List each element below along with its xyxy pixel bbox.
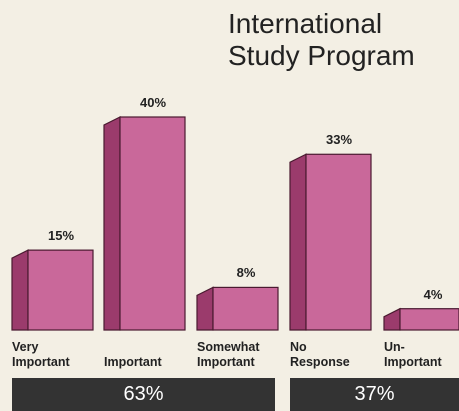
- bar: [27, 249, 94, 331]
- value-label: 4%: [423, 286, 443, 302]
- value-label: 15%: [47, 228, 75, 244]
- bar: [212, 286, 279, 331]
- bar-side: [11, 249, 29, 331]
- x-tick-label: No Response: [290, 340, 350, 369]
- chart-title: International Study Program: [228, 8, 415, 71]
- bar: [399, 308, 459, 331]
- value-label: 8%: [236, 265, 256, 281]
- bar-side: [196, 286, 214, 331]
- bar: [305, 153, 372, 331]
- group-total: 37%: [290, 378, 459, 411]
- value-label: 33%: [325, 132, 353, 148]
- x-tick-label: Very Important: [12, 340, 70, 369]
- x-tick-label: Important: [104, 355, 162, 369]
- bar-side: [289, 153, 307, 331]
- bar-side: [103, 116, 121, 331]
- value-label: 40%: [139, 95, 167, 110]
- bar-side: [383, 307, 401, 331]
- x-tick-label: Somewhat Important: [197, 340, 260, 369]
- x-tick-label: Un-Important: [384, 340, 442, 369]
- bar: [119, 116, 186, 331]
- group-total: 63%: [12, 378, 275, 411]
